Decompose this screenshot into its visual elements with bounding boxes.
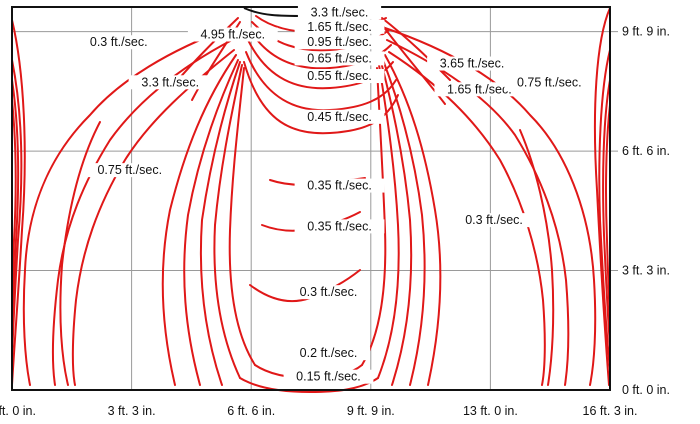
contour-label-background: [187, 27, 278, 42]
contour-labels: 3.3 ft./sec.1.65 ft./sec.0.95 ft./sec.0.…: [77, 5, 595, 384]
contour-label-group: 0.55 ft./sec.: [294, 69, 385, 84]
contour-label-background: [286, 285, 371, 300]
y-tick-label: 6 ft. 6 in.: [622, 144, 670, 158]
contour-label: 0.95 ft./sec.: [307, 35, 372, 49]
contour-line: [384, 54, 442, 386]
y-tick-label: 0 ft. 0 in.: [622, 383, 670, 397]
x-tick-label: 13 ft. 0 in.: [463, 404, 518, 418]
contour-line: [199, 61, 241, 386]
contour-label-background: [294, 219, 385, 234]
contour-label-background: [294, 19, 385, 34]
contour-label-background: [128, 75, 212, 90]
contour-line: [519, 129, 555, 386]
contour-line: [377, 64, 400, 379]
x-tick-label: 6 ft. 6 in.: [227, 404, 275, 418]
contour-label-background: [504, 75, 595, 90]
x-tick-label: 0 ft. 0 in.: [0, 404, 36, 418]
contour-label-background: [294, 51, 385, 66]
contour-line: [602, 79, 611, 346]
contour-label: 0.65 ft./sec.: [307, 51, 372, 65]
contour-line: [11, 79, 20, 331]
contour-line: [11, 19, 26, 386]
contour-label: 0.45 ft./sec.: [307, 110, 372, 124]
contour-label: 0.15 ft./sec.: [296, 370, 361, 384]
contour-label-group: 3.3 ft./sec.: [128, 75, 212, 90]
contour-label-background: [283, 369, 374, 384]
contour-label: 0.3 ft./sec.: [300, 285, 358, 299]
contour-line: [228, 67, 256, 366]
contour-label: 3.3 ft./sec.: [311, 5, 369, 19]
contour-line: [11, 59, 23, 361]
contour-label-background: [286, 346, 371, 361]
x-axis-ticks: 0 ft. 0 in. 3 ft. 3 in. 6 ft. 6 in. 9 ft. 9…: [0, 404, 637, 418]
contour-label-background: [294, 69, 385, 84]
contour-label-group: 0.3 ft./sec.: [452, 213, 536, 228]
contour-line: [213, 64, 243, 379]
contour-label-group: 4.95 ft./sec.: [187, 27, 278, 42]
contour-label: 0.3 ft./sec.: [90, 35, 148, 49]
contour-label-group: 0.35 ft./sec.: [294, 219, 385, 234]
contour-label-group: 0.15 ft./sec.: [283, 369, 374, 384]
contour-label-background: [294, 109, 385, 124]
contour-label: 0.75 ft./sec.: [517, 75, 582, 89]
y-tick-label: 3 ft. 3 in.: [622, 264, 670, 278]
contour-label: 1.65 ft./sec.: [447, 82, 512, 96]
contour-label-background: [297, 5, 382, 20]
contour-line: [52, 39, 233, 386]
contour-label: 1.65 ft./sec.: [307, 20, 372, 34]
contour-line: [593, 7, 611, 386]
x-tick-label: 3 ft. 3 in.: [108, 404, 156, 418]
contour-label-background: [294, 178, 385, 193]
contour-line: [239, 377, 379, 393]
y-axis-ticks: 0 ft. 0 in. 3 ft. 3 in. 6 ft. 6 in. 9 ft. 9…: [622, 25, 670, 397]
contour-label-group: 1.65 ft./sec.: [434, 82, 525, 97]
contour-label: 0.35 ft./sec.: [307, 219, 372, 233]
contour-label-background: [452, 213, 536, 228]
contour-label-group: 0.35 ft./sec.: [294, 178, 385, 193]
contour-line: [71, 49, 235, 386]
x-tick-label: 16 ft. 3 in.: [583, 404, 638, 418]
contour-line: [161, 54, 237, 386]
contour-line: [177, 17, 239, 81]
contour-label: 3.65 ft./sec.: [440, 57, 505, 71]
contour-label: 0.35 ft./sec.: [307, 179, 372, 193]
contour-line: [598, 49, 611, 371]
contour-label-background: [427, 56, 517, 71]
contour-line: [59, 121, 101, 386]
x-tick-label: 9 ft. 9 in.: [347, 404, 395, 418]
contour-line: [22, 27, 231, 386]
contour-label-group: 0.45 ft./sec.: [294, 109, 385, 124]
contour-label-background: [77, 35, 161, 50]
contour-label-group: 3.3 ft./sec.: [297, 5, 382, 20]
contour-label: 0.55 ft./sec.: [307, 69, 372, 83]
contour-label-group: 0.75 ft./sec.: [84, 163, 175, 178]
contour-label-group: 0.95 ft./sec.: [294, 35, 385, 50]
y-tick-label: 9 ft. 9 in.: [622, 25, 670, 39]
contour-line: [183, 59, 239, 386]
contour-lines: [11, 7, 611, 393]
contour-line: [382, 59, 426, 386]
contour-label-group: 1.65 ft./sec.: [294, 19, 385, 34]
contour-line: [381, 17, 451, 81]
contour-line: [380, 61, 413, 386]
contour-label: 0.3 ft./sec.: [465, 213, 523, 227]
contour-label: 4.95 ft./sec.: [200, 28, 265, 42]
contour-label-background: [84, 163, 175, 178]
contour-label-group: 0.65 ft./sec.: [294, 51, 385, 66]
contour-label-group: 0.75 ft./sec.: [504, 75, 595, 90]
contour-label-background: [434, 82, 525, 97]
contour-label-group: 3.65 ft./sec.: [427, 56, 517, 71]
contour-line: [388, 51, 546, 386]
contour-label-group: 0.2 ft./sec.: [286, 346, 371, 361]
contour-label: 0.75 ft./sec.: [97, 163, 162, 177]
contour-label: 3.3 ft./sec.: [141, 75, 199, 89]
contour-label-group: 0.3 ft./sec.: [286, 285, 371, 300]
contour-label-group: 0.3 ft./sec.: [77, 35, 161, 50]
contour-line: [605, 104, 611, 321]
contour-label: 0.2 ft./sec.: [300, 346, 358, 360]
contour-label-background: [294, 35, 385, 50]
